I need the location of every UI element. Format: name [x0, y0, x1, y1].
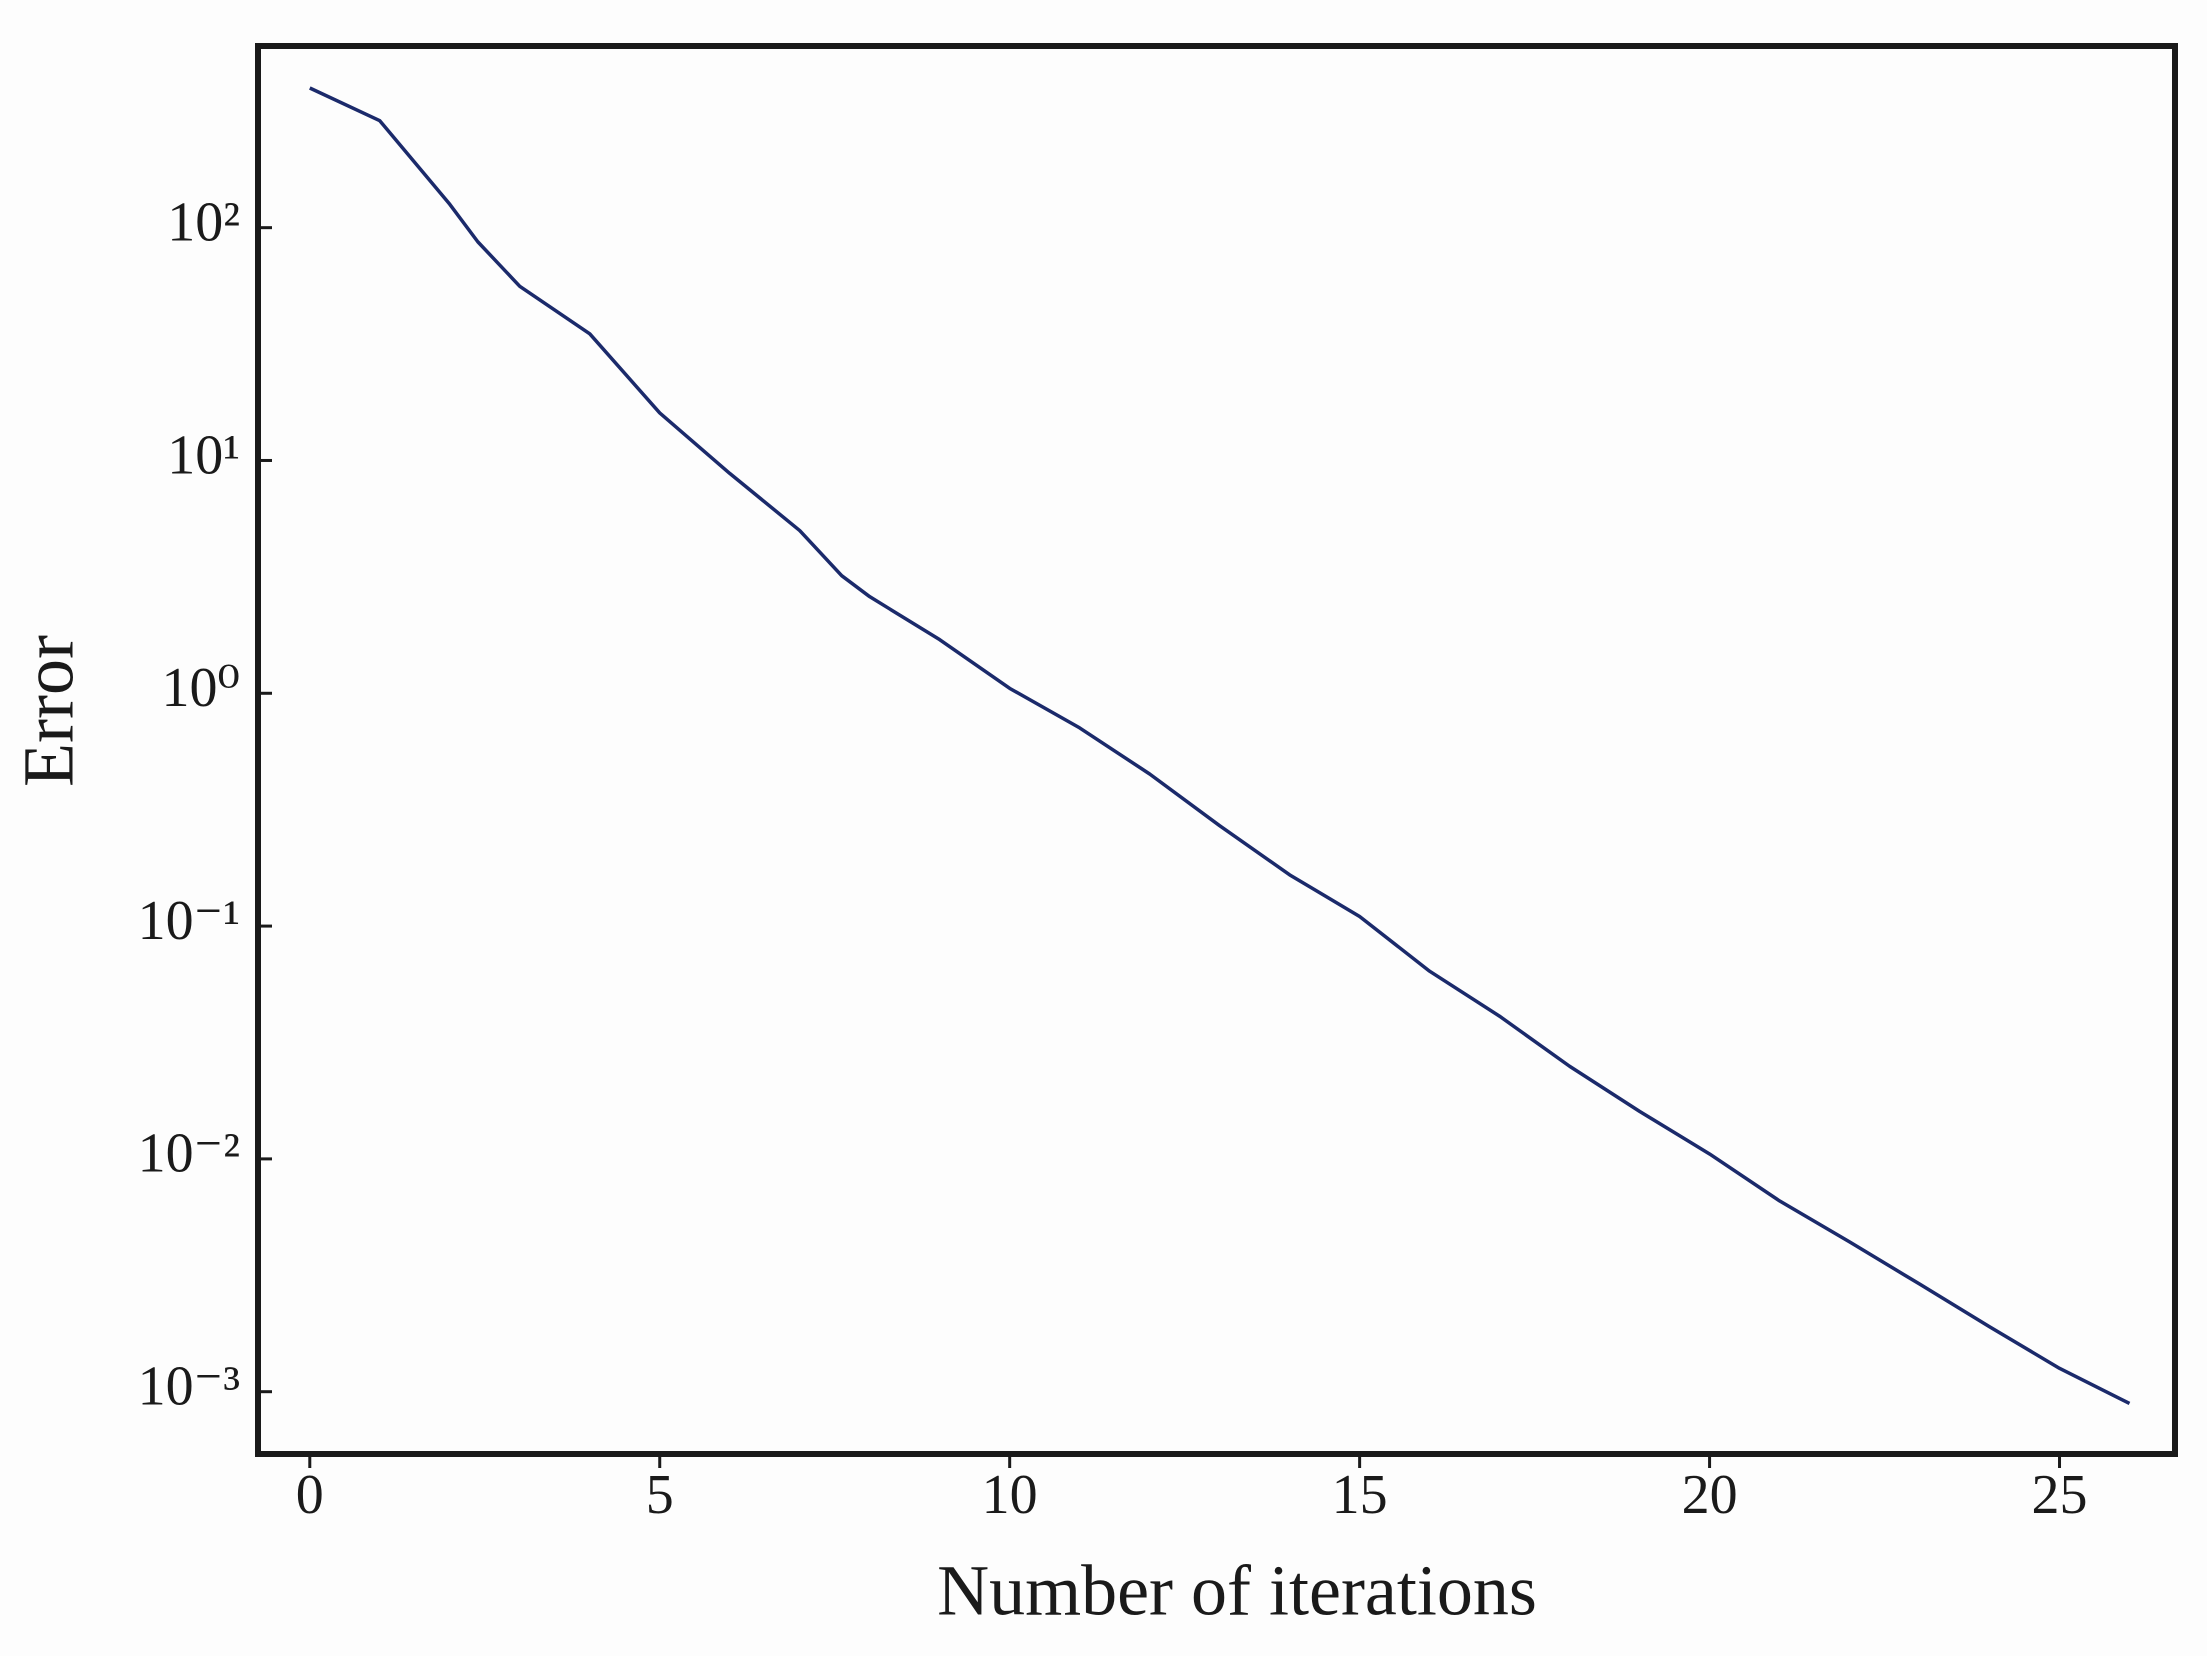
x-tick-label: 25	[2032, 1464, 2088, 1526]
data-line	[309, 86, 2131, 1406]
x-tick-label: 5	[646, 1464, 674, 1526]
y-tick-label: 10⁰	[162, 657, 240, 719]
x-tick-label: 10	[982, 1464, 1038, 1526]
x-tick-label: 20	[1682, 1464, 1738, 1526]
x-tick-label: 15	[1332, 1464, 1388, 1526]
y-tick-label: 10⁻³	[138, 1356, 240, 1418]
y-tick-label: 10²	[167, 192, 240, 254]
x-axis-label: Number of iterations	[937, 1551, 1537, 1631]
y-tick-label: 10⁻²	[138, 1123, 240, 1185]
x-tick-label: 0	[296, 1464, 324, 1526]
plot-frame	[255, 43, 2178, 1457]
y-tick-label: 10¹	[167, 424, 240, 486]
y-axis-label: Error	[9, 635, 89, 787]
y-tick-label: 10⁻¹	[138, 890, 240, 952]
